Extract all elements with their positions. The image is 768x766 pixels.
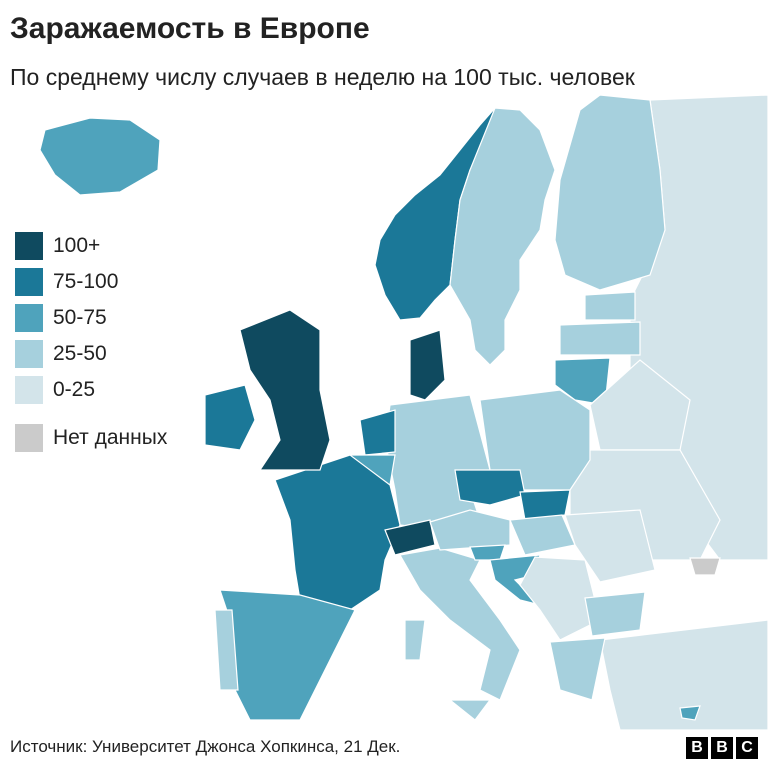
germany	[384, 394, 491, 531]
map	[39, 94, 768, 730]
sicily	[448, 699, 492, 721]
bulgaria	[584, 591, 646, 637]
lithuania	[554, 357, 611, 406]
cyprus	[679, 705, 701, 721]
italy	[399, 547, 521, 701]
legend-item: 25-50	[15, 340, 107, 368]
czechia	[454, 469, 526, 506]
belarus	[589, 359, 691, 451]
title: Заражаемость в Европе	[10, 12, 370, 45]
hungary	[509, 514, 576, 556]
turkey	[599, 619, 768, 730]
slovenia	[469, 544, 506, 561]
austria	[429, 509, 511, 551]
legend-swatch	[15, 304, 43, 332]
legend-label: Нет данных	[53, 426, 168, 449]
land	[39, 94, 768, 730]
legend-item: 100+	[15, 232, 100, 260]
legend-label: 100+	[53, 234, 101, 257]
legend-swatch	[15, 376, 43, 404]
logo-letter: B	[686, 737, 708, 759]
logo-letter: B	[711, 737, 733, 759]
legend-swatch	[15, 232, 43, 260]
legend-label: 25-50	[53, 342, 107, 365]
ireland	[204, 384, 256, 451]
legend-swatch	[15, 340, 43, 368]
legend-item: 50-75	[15, 304, 107, 332]
greece	[549, 637, 606, 701]
legend-item: 0-25	[15, 376, 95, 404]
crimea	[689, 557, 721, 576]
finland	[554, 94, 666, 291]
estonia	[584, 291, 636, 321]
france	[274, 454, 401, 611]
sardinia	[404, 619, 426, 661]
legend-label: 50-75	[53, 306, 107, 329]
subtitle: По среднему числу случаев в неделю на 10…	[10, 64, 635, 90]
legend-swatch	[15, 424, 43, 452]
portugal	[214, 609, 239, 691]
legend-label: 0-25	[53, 378, 96, 401]
uk	[239, 309, 331, 471]
legend-item: Нет данных	[15, 424, 167, 452]
iceland	[39, 117, 161, 196]
sweden	[449, 107, 556, 366]
switzerland	[384, 519, 436, 556]
legend-label: 75-100	[53, 270, 119, 293]
source: Источник: Университет Джонса Хопкинса, 2…	[10, 737, 401, 756]
romania	[564, 509, 656, 583]
spain	[219, 589, 356, 721]
legend-item: 75-100	[15, 268, 118, 296]
denmark	[409, 329, 446, 401]
netherlands	[359, 409, 396, 456]
latvia	[559, 321, 641, 356]
legend-swatch	[15, 268, 43, 296]
logo-letter: C	[736, 737, 758, 759]
